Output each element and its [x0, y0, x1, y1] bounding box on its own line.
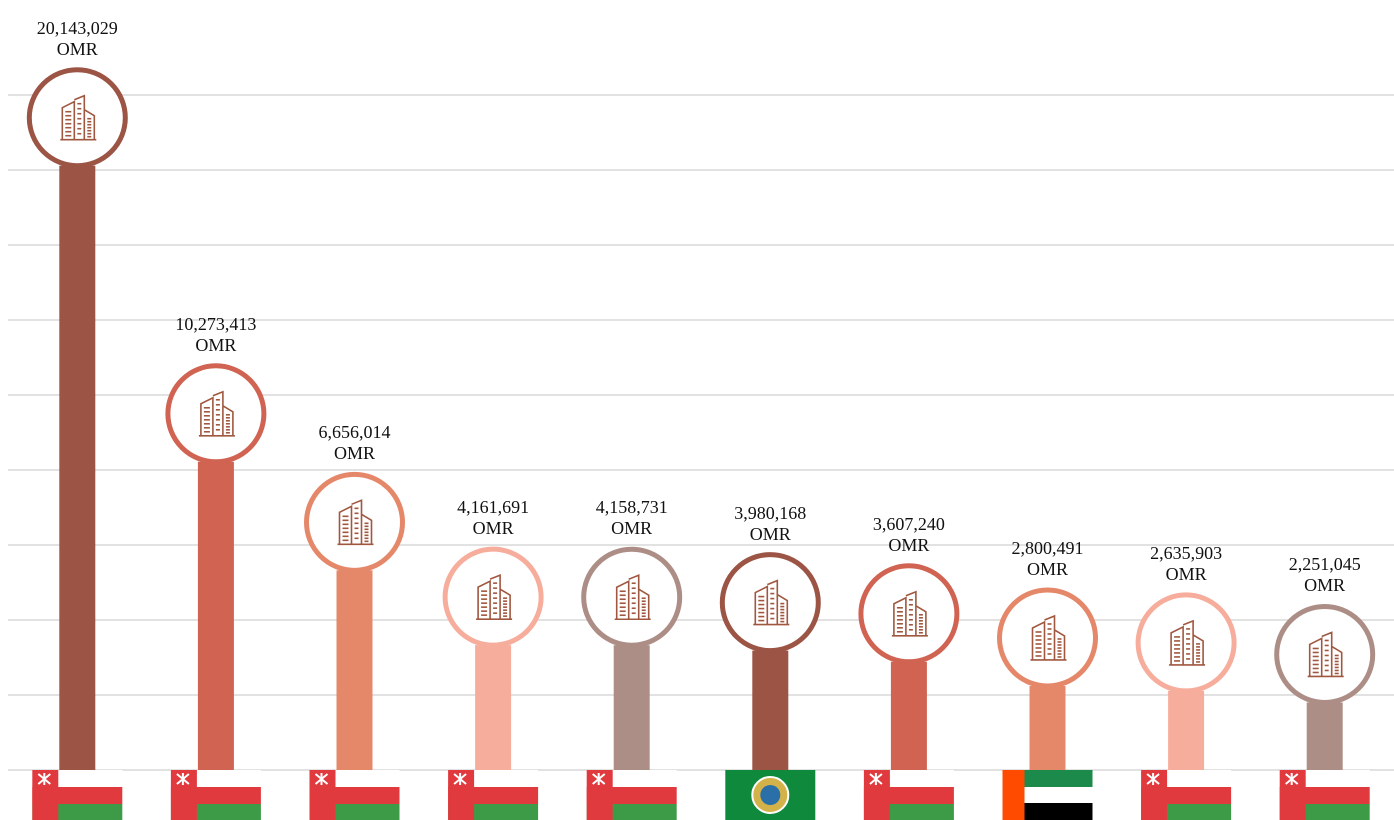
- value-label: 2,635,903 OMR: [1150, 542, 1223, 584]
- flag-emblem: [176, 773, 190, 785]
- flag: [309, 770, 400, 820]
- building-icon: [614, 574, 651, 621]
- flag: [448, 770, 539, 820]
- building-icon: [1030, 614, 1067, 661]
- flag: [1002, 770, 1093, 820]
- building: [1030, 614, 1067, 661]
- bar: [59, 165, 96, 771]
- bar: [1306, 702, 1343, 770]
- value-label: 3,607,240 OMR: [872, 513, 945, 555]
- value-label: 10,273,413 OMR: [175, 313, 257, 355]
- bar: [1168, 690, 1205, 770]
- building-icon: [60, 94, 97, 141]
- flag: [32, 770, 123, 820]
- flag-emblem: [453, 773, 467, 785]
- bar-cap: [1135, 592, 1237, 694]
- flag: [170, 770, 261, 820]
- building-icon: [1307, 631, 1344, 678]
- flag-emblem: [1146, 773, 1160, 785]
- bar-cap: [719, 552, 821, 654]
- value-label: 4,161,691 OMR: [457, 497, 530, 539]
- bar: [336, 570, 373, 770]
- building-icon: [753, 579, 790, 626]
- bar: [1029, 685, 1066, 770]
- flag-emblem: [592, 773, 606, 785]
- flag-hoist: [1002, 770, 1025, 820]
- building: [753, 579, 790, 626]
- value-label: 3,980,168 OMR: [734, 502, 807, 544]
- value-label: 4,158,731 OMR: [595, 497, 668, 539]
- bar: [475, 645, 512, 770]
- building: [1169, 619, 1206, 666]
- bar: [613, 645, 650, 770]
- bar-cap: [1274, 603, 1376, 705]
- value-label: 2,251,045 OMR: [1288, 554, 1361, 596]
- flag-emblem: [869, 773, 883, 785]
- value-label: 2,800,491 OMR: [1011, 537, 1084, 579]
- building-icon: [891, 590, 928, 637]
- building: [60, 94, 97, 141]
- building: [198, 390, 235, 437]
- building-icon: [476, 573, 513, 620]
- building: [476, 573, 513, 620]
- building-icon: [198, 390, 235, 437]
- bar-cap: [165, 363, 267, 465]
- flag: [863, 770, 954, 820]
- bar-cap: [442, 546, 544, 648]
- building: [1307, 631, 1344, 678]
- flag: [725, 770, 816, 820]
- bar: [752, 650, 789, 770]
- flag-emblem-inner: [760, 785, 781, 805]
- bar-cap: [997, 587, 1098, 689]
- bar-cap: [304, 471, 405, 573]
- value-label: 6,656,014 OMR: [318, 422, 391, 464]
- bar: [197, 461, 234, 770]
- bar-cap: [26, 67, 128, 169]
- flag: [1279, 770, 1370, 820]
- building-icon: [1169, 619, 1206, 666]
- flag: [586, 770, 677, 820]
- flag-emblem: [1285, 773, 1299, 785]
- flag-black: [1002, 803, 1093, 820]
- flag-white: [1002, 787, 1093, 803]
- building: [337, 499, 374, 546]
- building-icon: [337, 499, 374, 546]
- building: [891, 590, 928, 637]
- flag-green: [1002, 770, 1093, 787]
- bar-cap: [858, 563, 960, 665]
- bar-cap: [581, 546, 683, 648]
- flag-emblem: [314, 773, 329, 785]
- flag: [1141, 770, 1232, 820]
- bar: [890, 661, 927, 770]
- flag-emblem: [37, 773, 51, 785]
- value-label: 20,143,029 OMR: [36, 17, 118, 59]
- building: [614, 574, 651, 621]
